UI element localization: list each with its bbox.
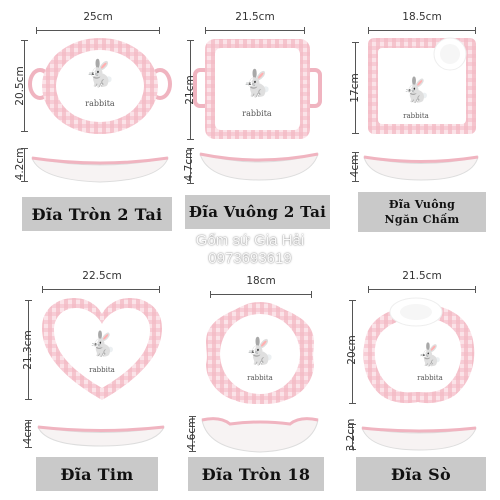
- svg-text:🐇: 🐇: [87, 330, 117, 358]
- svg-text:🐇: 🐇: [416, 342, 443, 368]
- plate-name-line1: Đĩa Vuông: [388, 198, 456, 211]
- plate-side-view: [199, 152, 319, 181]
- plate-side-view: [37, 425, 165, 447]
- width-dimension-line: [210, 291, 312, 298]
- plate-top-view: 🐇 rabbita: [28, 38, 172, 134]
- width-label: 21.5cm: [402, 270, 442, 282]
- width-dimension-line: [368, 27, 476, 34]
- depth-dimension-line: [21, 148, 28, 182]
- plate-name-label: Đĩa Vuông 2 Tai: [185, 195, 330, 229]
- plate-top-view: 🐇 rabbita: [206, 302, 314, 404]
- height-label: 20.5cm: [14, 66, 26, 106]
- shop-watermark: Gốm sứ Gia Hải: [195, 232, 305, 249]
- svg-text:🐇: 🐇: [401, 76, 431, 104]
- width-dimension-line: [42, 286, 160, 293]
- width-dimension-line: [368, 286, 476, 293]
- svg-text:🐇: 🐇: [84, 58, 116, 89]
- plate-name-label: Đĩa Sò: [356, 457, 486, 491]
- height-label: 20cm: [346, 335, 358, 365]
- depth-dimension-line: [352, 152, 359, 182]
- plate-top-view: 🐇 rabbita: [42, 298, 162, 400]
- height-label: 17cm: [349, 73, 361, 103]
- depth-dimension-line: [25, 420, 32, 448]
- depth-label: 4cm: [22, 421, 34, 445]
- depth-label: 3.2cm: [345, 418, 357, 452]
- width-label: 22.5cm: [82, 270, 122, 282]
- height-dimension-line: [349, 300, 356, 404]
- width-dimension-line: [205, 27, 305, 34]
- plate-side-view: [361, 426, 477, 451]
- plate-side-view: [201, 417, 319, 453]
- plate-art-text: rabbita: [85, 99, 115, 108]
- plate-top-view: 🐇 rabbita: [363, 297, 475, 404]
- height-dimension-line: [21, 40, 28, 132]
- depth-dimension-line: [349, 424, 356, 450]
- width-label: 18cm: [246, 275, 276, 287]
- plate-name-label: Đĩa Tim: [36, 457, 158, 491]
- height-dimension-line: [25, 300, 32, 400]
- plate-art-text: rabbita: [242, 109, 272, 118]
- plate-top-view: 🐇 rabbita: [368, 37, 476, 134]
- height-dimension-line: [352, 42, 359, 134]
- height-dimension-line: [187, 40, 194, 140]
- plate-name-label: Đĩa Tròn 2 Tai: [22, 197, 172, 231]
- phone-watermark: 0973693619: [208, 250, 292, 267]
- plate-side-view: [31, 156, 169, 183]
- depth-label: 4.2cm: [14, 147, 26, 181]
- depth-label: 4.7cm: [183, 148, 195, 182]
- width-label: 25cm: [83, 11, 113, 23]
- svg-text:🐇: 🐇: [241, 68, 273, 99]
- height-label: 21.3cm: [22, 330, 34, 370]
- plate-art-text: rabbita: [247, 374, 273, 382]
- svg-text:🐇: 🐇: [244, 336, 276, 367]
- plate-name-label: Đĩa Vuông Ngăn Chấm: [358, 192, 486, 232]
- plate-top-view: 🐇 rabbita: [193, 39, 322, 139]
- depth-dimension-line: [187, 148, 194, 184]
- plate-art-text: rabbita: [89, 366, 115, 374]
- plate-art-text: rabbita: [403, 112, 429, 120]
- width-label: 18.5cm: [402, 11, 442, 23]
- depth-dimension-line: [189, 416, 196, 452]
- plate-art-text: rabbita: [417, 374, 443, 382]
- width-label: 21.5cm: [235, 11, 275, 23]
- plate-name-label: Đĩa Tròn 18: [188, 457, 324, 491]
- width-dimension-line: [36, 27, 160, 34]
- depth-label: 4cm: [349, 154, 361, 178]
- depth-label: 4.6cm: [186, 417, 198, 451]
- plate-side-view: [363, 155, 479, 181]
- plate-name-line2: Ngăn Chấm: [384, 213, 460, 226]
